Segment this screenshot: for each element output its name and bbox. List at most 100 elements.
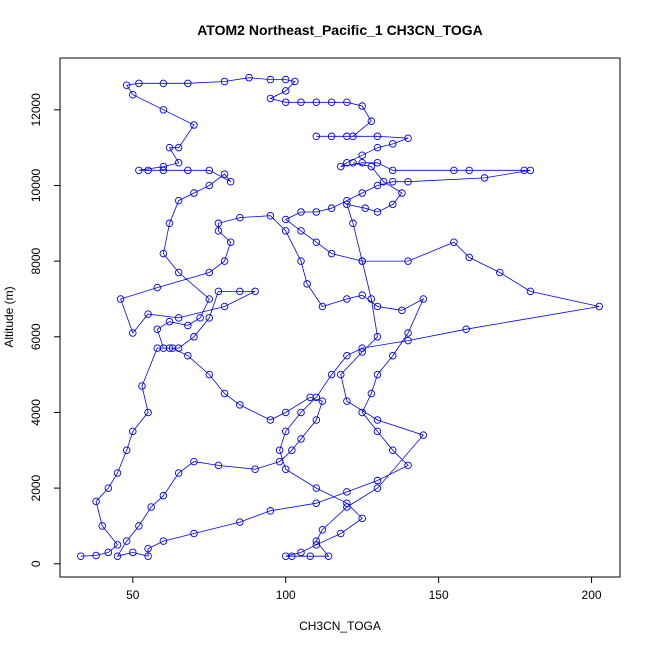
data-point bbox=[358, 291, 366, 299]
data-point bbox=[135, 522, 143, 530]
data-point bbox=[266, 211, 275, 220]
data-point bbox=[367, 117, 376, 125]
data-point bbox=[214, 461, 223, 470]
data-point bbox=[303, 280, 311, 288]
data-point bbox=[281, 408, 290, 417]
data-point bbox=[496, 268, 504, 277]
data-point bbox=[312, 132, 321, 141]
data-point bbox=[214, 219, 223, 228]
data-point bbox=[373, 416, 382, 424]
data-point bbox=[337, 529, 345, 538]
data-point bbox=[174, 143, 183, 152]
data-point bbox=[318, 397, 327, 405]
data-point bbox=[288, 446, 296, 455]
data-point bbox=[343, 159, 351, 167]
data-point bbox=[159, 106, 168, 114]
data-point bbox=[312, 393, 321, 402]
x-tick-label: 150 bbox=[429, 588, 449, 602]
data-point bbox=[184, 79, 192, 88]
data-point bbox=[205, 314, 214, 322]
data-point bbox=[358, 348, 366, 356]
data-point bbox=[147, 503, 155, 511]
data-point bbox=[450, 238, 458, 246]
data-point bbox=[373, 181, 382, 190]
data-point bbox=[373, 370, 382, 379]
data-point bbox=[281, 98, 290, 107]
data-point bbox=[165, 143, 174, 152]
data-point bbox=[367, 162, 376, 171]
data-point bbox=[220, 302, 229, 311]
data-point bbox=[174, 314, 183, 322]
data-point bbox=[174, 159, 183, 167]
data-point bbox=[98, 522, 106, 530]
data-point bbox=[312, 416, 321, 424]
data-point bbox=[343, 503, 351, 511]
data-point bbox=[144, 166, 152, 175]
data-point bbox=[327, 249, 336, 258]
data-point bbox=[159, 162, 168, 171]
data-point bbox=[358, 102, 366, 110]
data-point bbox=[373, 333, 382, 341]
data-point bbox=[135, 79, 143, 88]
data-point bbox=[174, 469, 183, 477]
data-point bbox=[174, 196, 183, 205]
data-point bbox=[144, 408, 152, 417]
data-point bbox=[165, 344, 174, 352]
plot-box bbox=[59, 57, 621, 578]
data-point bbox=[236, 287, 244, 296]
data-point bbox=[138, 382, 146, 390]
data-point bbox=[343, 397, 351, 405]
data-point bbox=[404, 257, 412, 265]
data-point bbox=[220, 170, 229, 178]
data-point bbox=[306, 552, 314, 560]
data-point bbox=[135, 166, 143, 175]
data-point bbox=[373, 132, 382, 141]
data-point bbox=[373, 484, 382, 492]
data-point bbox=[312, 499, 321, 507]
data-point bbox=[343, 98, 351, 107]
data-point bbox=[174, 268, 183, 277]
data-point bbox=[281, 552, 290, 560]
data-point bbox=[297, 548, 305, 557]
y-tick-label: 12000 bbox=[29, 93, 43, 127]
data-point bbox=[312, 484, 321, 492]
data-point bbox=[312, 208, 321, 216]
data-point bbox=[389, 200, 397, 209]
data-point bbox=[245, 73, 253, 82]
data-point bbox=[236, 213, 244, 222]
data-point bbox=[220, 77, 229, 86]
data-point bbox=[266, 94, 275, 103]
y-tick-label: 6000 bbox=[29, 323, 43, 350]
data-point bbox=[520, 166, 529, 175]
data-point bbox=[159, 249, 168, 258]
data-point bbox=[104, 548, 113, 557]
data-point bbox=[129, 427, 137, 436]
data-point bbox=[113, 541, 122, 549]
data-point bbox=[373, 427, 382, 436]
data-point bbox=[343, 499, 351, 507]
data-point bbox=[144, 552, 152, 560]
data-point bbox=[318, 302, 327, 311]
data-point bbox=[159, 491, 168, 500]
data-point bbox=[419, 295, 428, 303]
data-point bbox=[404, 461, 412, 470]
data-point bbox=[153, 344, 162, 352]
data-point bbox=[281, 427, 290, 436]
data-point bbox=[327, 370, 336, 379]
data-point bbox=[281, 75, 290, 84]
y-tick-label: 10000 bbox=[29, 168, 43, 202]
x-tick-label: 200 bbox=[582, 588, 602, 602]
x-tick-label: 100 bbox=[276, 588, 296, 602]
data-point bbox=[129, 548, 137, 557]
data-point bbox=[312, 98, 321, 107]
data-point bbox=[343, 295, 351, 303]
data-line bbox=[80, 77, 600, 557]
data-point bbox=[297, 408, 305, 417]
data-point bbox=[398, 306, 406, 315]
data-point bbox=[220, 389, 229, 398]
data-point bbox=[168, 344, 177, 352]
y-tick-label: 8000 bbox=[29, 247, 43, 274]
data-point bbox=[205, 268, 214, 277]
data-point bbox=[281, 227, 290, 235]
